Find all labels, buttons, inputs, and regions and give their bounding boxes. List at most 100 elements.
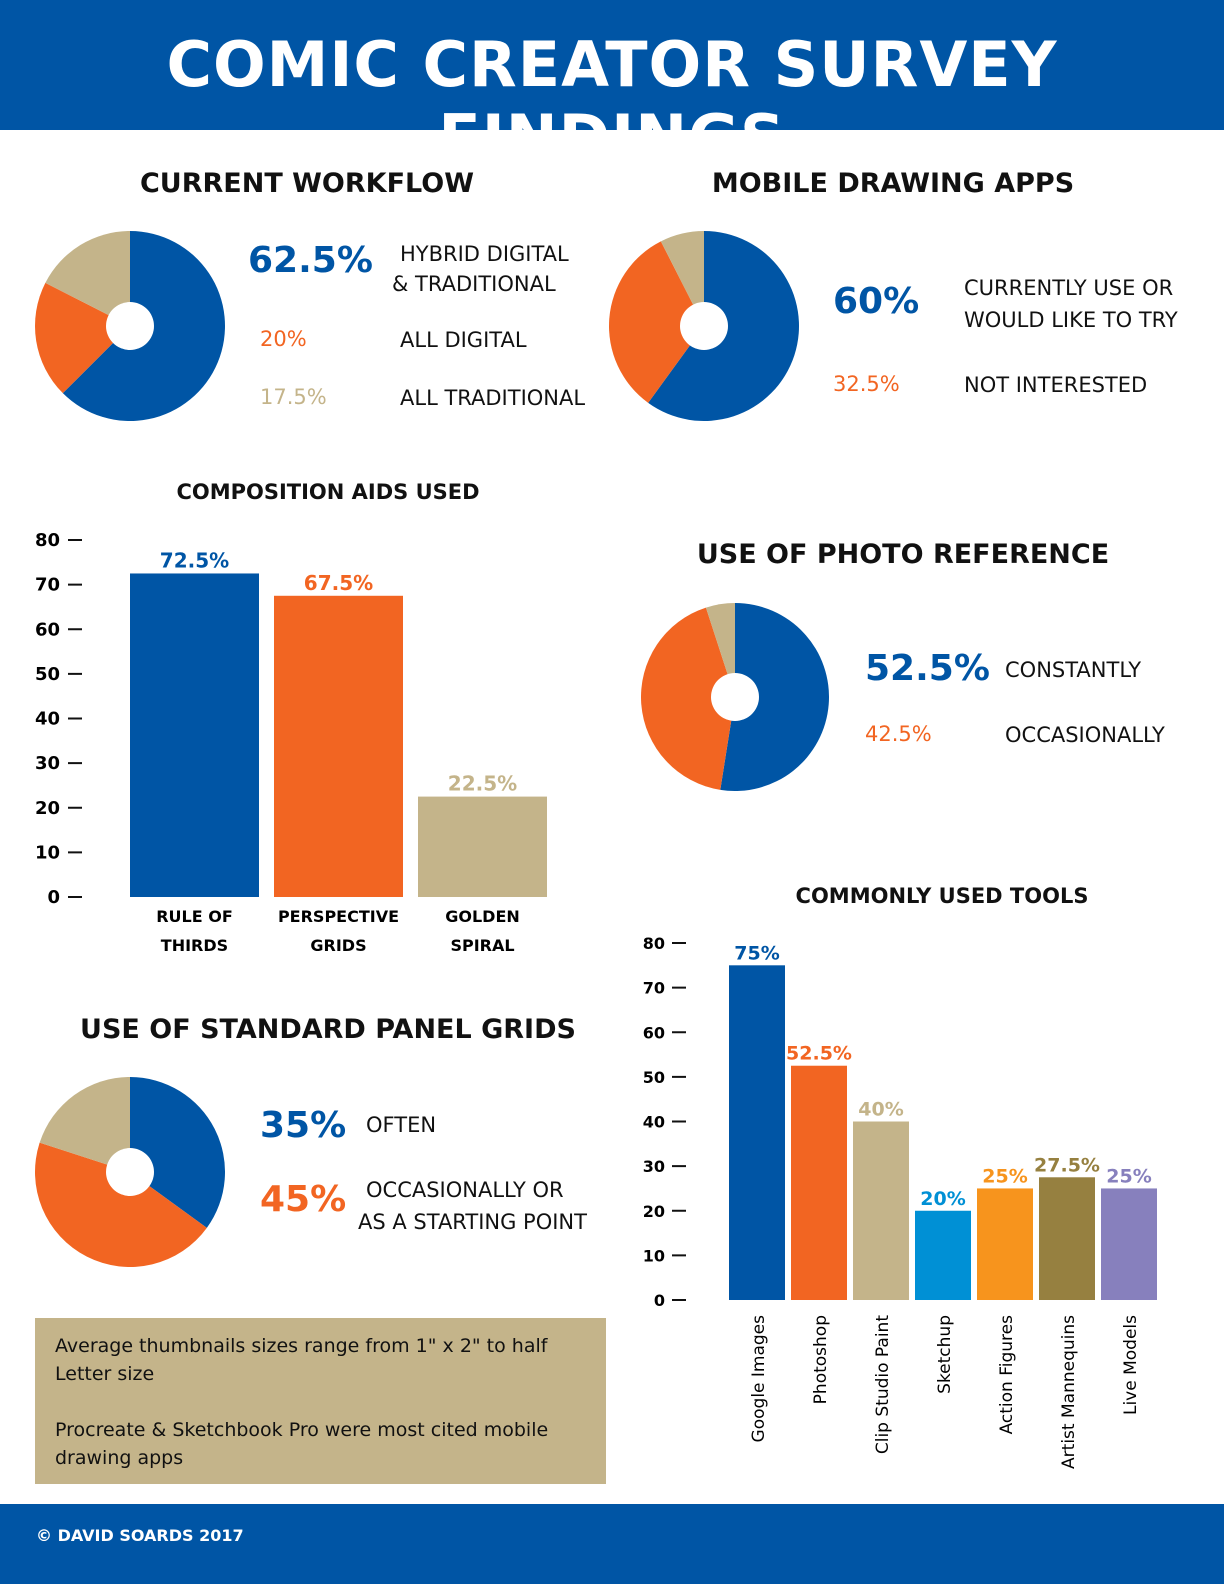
bar — [915, 1210, 971, 1300]
category-label: THIRDS — [161, 936, 228, 955]
category-label: GRIDS — [310, 936, 366, 955]
data-label: 40% — [858, 1099, 903, 1121]
category-label: Clip Studio Paint — [873, 1315, 893, 1454]
label-line: WOULD LIKE TO TRY — [964, 308, 1178, 332]
photo-constantly-value: 52.5% — [865, 648, 990, 689]
workflow-pie — [35, 231, 225, 421]
mobile-not-label: NOT INTERESTED — [964, 373, 1148, 397]
photo-constantly-label: CONSTANTLY — [1005, 658, 1142, 682]
y-tick-label: 40 — [643, 1113, 665, 1132]
label-line: HYBRID DIGITAL — [400, 242, 569, 266]
y-tick-label: 40 — [35, 709, 60, 730]
mobile-not-value: 32.5% — [833, 372, 900, 396]
footer-banner — [0, 1504, 1224, 1584]
y-tick-label: 70 — [35, 575, 60, 596]
mobile-use-value: 60% — [833, 281, 920, 322]
workflow-traditional-value: 17.5% — [260, 385, 327, 409]
category-label: GOLDEN — [445, 907, 520, 926]
pie-slice — [39, 1077, 131, 1172]
pie-slice — [641, 607, 735, 790]
mobile-title: MOBILE DRAWING APPS — [711, 168, 1075, 199]
y-tick-label: 10 — [643, 1246, 665, 1265]
y-tick-label: 80 — [643, 934, 665, 953]
tools-bar-chart: 0 10 20 30 40 50 60 70 80 75% Google Images 52.5% Ph… — [643, 934, 1157, 1469]
photo-occasionally-value: 42.5% — [865, 722, 932, 746]
panel-often-label: OFTEN — [366, 1113, 437, 1137]
label-line: AS A STARTING POINT — [358, 1210, 587, 1234]
y-tick-label: 10 — [35, 842, 60, 863]
category-label: Artist Mannequins — [1059, 1315, 1079, 1469]
label-line: & TRADITIONAL — [392, 272, 556, 296]
category-label: SPIRAL — [450, 936, 514, 955]
y-tick-label: 0 — [47, 887, 60, 908]
label-line: OCCASIONALLY OR — [366, 1178, 564, 1202]
category-label: RULE OF — [156, 907, 233, 926]
workflow-hybrid-label: HYBRID DIGITAL & TRADITIONAL — [392, 238, 569, 300]
page-title: COMIC CREATOR SURVEY FINDINGS — [166, 28, 1058, 174]
pie-slice — [130, 1077, 225, 1228]
y-tick-label: 20 — [643, 1202, 665, 1221]
pie-slice — [45, 231, 130, 326]
data-label: 72.5% — [160, 548, 229, 572]
photo-occasionally-label: OCCASIONALLY — [1005, 723, 1165, 747]
pie-hole — [106, 302, 154, 350]
bar — [853, 1121, 909, 1300]
bar — [1039, 1177, 1095, 1300]
workflow-digital-label: ALL DIGITAL — [400, 328, 527, 352]
data-label: 67.5% — [304, 571, 373, 595]
pie-hole — [680, 302, 728, 350]
y-tick-label: 70 — [643, 979, 665, 998]
workflow-hybrid-value: 62.5% — [248, 240, 373, 281]
workflow-traditional-label: ALL TRADITIONAL — [400, 386, 586, 410]
y-tick-label: 0 — [654, 1291, 665, 1310]
copyright: © DAVID SOARDS 2017 — [36, 1526, 244, 1545]
workflow-title: CURRENT WORKFLOW — [139, 168, 475, 199]
workflow-digital-value: 20% — [260, 327, 307, 351]
bar — [977, 1188, 1033, 1300]
pie-slice — [720, 603, 829, 791]
pie-hole — [711, 673, 759, 721]
y-tick-label: 50 — [643, 1068, 665, 1087]
y-tick-label: 20 — [35, 798, 60, 819]
mobile-pie — [609, 231, 799, 421]
tools-title: COMMONLY USED TOOLS — [795, 884, 1089, 908]
header-banner — [0, 0, 1224, 130]
note-thumbnails: Average thumbnails sizes range from 1" x… — [55, 1335, 548, 1385]
notes-box: Average thumbnails sizes range from 1" x… — [35, 1318, 606, 1484]
note-mobile-apps: Procreate & Sketchbook Pro were most cit… — [55, 1419, 549, 1469]
bar — [1101, 1188, 1157, 1300]
category-label: Live Models — [1121, 1315, 1141, 1415]
panel-occasionally-label: OCCASIONALLY OR AS A STARTING POINT — [358, 1174, 587, 1238]
panel-pie — [35, 1077, 225, 1267]
data-label: 22.5% — [448, 772, 517, 796]
panel-title: USE OF STANDARD PANEL GRIDS — [80, 1014, 576, 1045]
bar — [791, 1065, 847, 1300]
mobile-use-label: CURRENTLY USE OR WOULD LIKE TO TRY — [964, 272, 1178, 336]
panel-occasionally-value: 45% — [260, 1179, 347, 1220]
category-label: Google Images — [749, 1315, 769, 1443]
bar — [130, 573, 259, 897]
category-label: Sketchup — [935, 1315, 955, 1394]
bar — [418, 796, 547, 897]
data-label: 75% — [734, 942, 779, 964]
label-line: CURRENTLY USE OR — [964, 276, 1174, 300]
composition-bar-chart: 0 10 20 30 40 50 60 70 80 72.5% RULE OF THIRDS 67.5%… — [35, 530, 547, 955]
data-label: 25% — [982, 1165, 1027, 1187]
pie-slice — [35, 282, 130, 394]
pie-hole — [106, 1148, 154, 1196]
data-label: 27.5% — [1034, 1154, 1100, 1176]
y-tick-label: 60 — [643, 1023, 665, 1042]
pie-slice — [705, 603, 735, 697]
composition-title: COMPOSITION AIDS USED — [176, 480, 480, 504]
data-label: 25% — [1106, 1165, 1151, 1187]
category-label: PERSPECTIVE — [278, 907, 399, 926]
data-label: 20% — [920, 1188, 965, 1210]
y-tick-label: 30 — [643, 1157, 665, 1176]
bar — [274, 595, 403, 897]
data-label: 52.5% — [786, 1043, 852, 1065]
photo-title: USE OF PHOTO REFERENCE — [696, 539, 1110, 570]
bar — [729, 965, 785, 1300]
panel-often-value: 35% — [260, 1105, 347, 1146]
pie-slice — [609, 241, 704, 403]
pie-slice — [35, 1142, 207, 1267]
